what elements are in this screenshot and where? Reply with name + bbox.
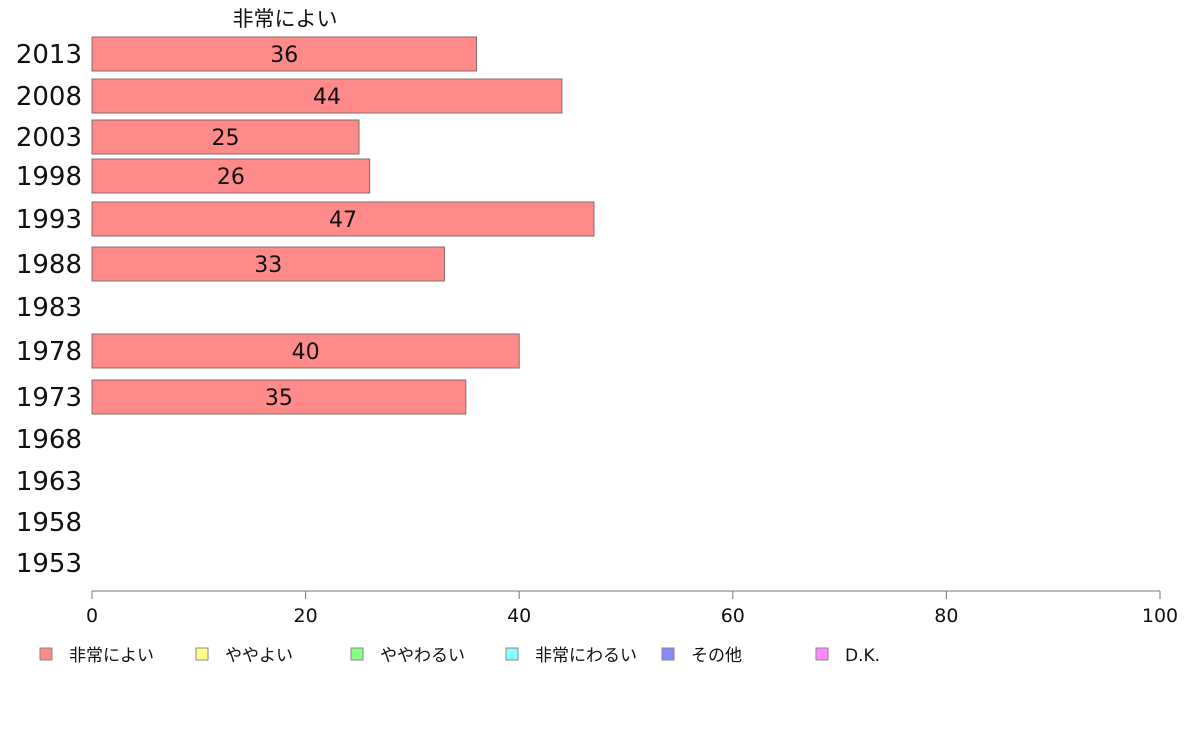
legend-label-1: ややよい — [225, 646, 293, 666]
year-labels: 2013 2008 2003 1998 1993 1988 1983 1978 1973 1968… — [16, 40, 82, 579]
year-label-1993: 1993 — [16, 205, 82, 235]
legend-swatch-4 — [661, 647, 675, 661]
x-tick-label-60: 60 — [721, 605, 745, 627]
bar-2008-series-0 — [91, 78, 563, 114]
legend-swatch-0 — [39, 647, 53, 661]
x-tick-label-40: 40 — [507, 605, 531, 627]
bars-layer: 36 44 25 26 47 33 40 35 — [91, 36, 595, 415]
year-label-1963: 1963 — [16, 467, 82, 497]
bar-1993-series-0 — [91, 201, 595, 237]
bar-value-label-2008-series-0: 44 — [313, 85, 341, 110]
year-label-2013: 2013 — [16, 40, 82, 70]
legend-label-4: その他 — [691, 646, 742, 666]
bar-value-label-1988-series-0: 33 — [254, 253, 282, 278]
x-tick-label-80: 80 — [934, 605, 958, 627]
legend-swatch-2 — [350, 647, 364, 661]
bar-value-label-1998-series-0: 26 — [217, 165, 245, 190]
bar-value-label-2013-series-0: 36 — [270, 43, 298, 68]
bar-value-label-1978-series-0: 40 — [292, 340, 320, 365]
legend-swatch-1 — [195, 647, 209, 661]
bar-1998-series-0 — [91, 158, 371, 194]
bar-1988-series-0 — [91, 246, 445, 282]
year-label-1973: 1973 — [16, 383, 82, 413]
bar-2013-series-0 — [91, 36, 477, 72]
x-axis: 0 20 40 60 80 100 — [86, 590, 1178, 627]
legend-label-0: 非常によい — [69, 646, 154, 666]
bar-value-label-1973-series-0: 35 — [265, 386, 293, 411]
year-label-1968: 1968 — [16, 425, 82, 455]
legend-swatch-3 — [505, 647, 519, 661]
bar-2003-series-0 — [91, 119, 360, 155]
year-label-1978: 1978 — [16, 337, 82, 367]
year-label-1953: 1953 — [16, 549, 82, 579]
bar-value-label-1993-series-0: 47 — [329, 208, 357, 233]
bar-1973-series-0 — [91, 379, 467, 415]
x-tick-label-100: 100 — [1142, 605, 1178, 627]
legend: 非常によい ややよい ややわるい 非常にわるい その他 D.K. — [39, 646, 880, 666]
year-label-1998: 1998 — [16, 162, 82, 192]
year-label-1958: 1958 — [16, 508, 82, 538]
legend-label-2: ややわるい — [380, 646, 465, 666]
year-label-2008: 2008 — [16, 82, 82, 112]
year-label-2003: 2003 — [16, 123, 82, 153]
header-series-label: 非常によい — [233, 7, 338, 31]
bar-1978-series-0 — [91, 333, 520, 369]
year-label-1988: 1988 — [16, 250, 82, 280]
x-tick-label-20: 20 — [294, 605, 318, 627]
x-tick-label-0: 0 — [86, 605, 98, 627]
legend-swatch-5 — [815, 647, 829, 661]
legend-label-5: D.K. — [845, 646, 880, 666]
bar-value-label-2003-series-0: 25 — [212, 126, 240, 151]
year-label-1983: 1983 — [16, 293, 82, 323]
legend-label-3: 非常にわるい — [535, 646, 637, 666]
